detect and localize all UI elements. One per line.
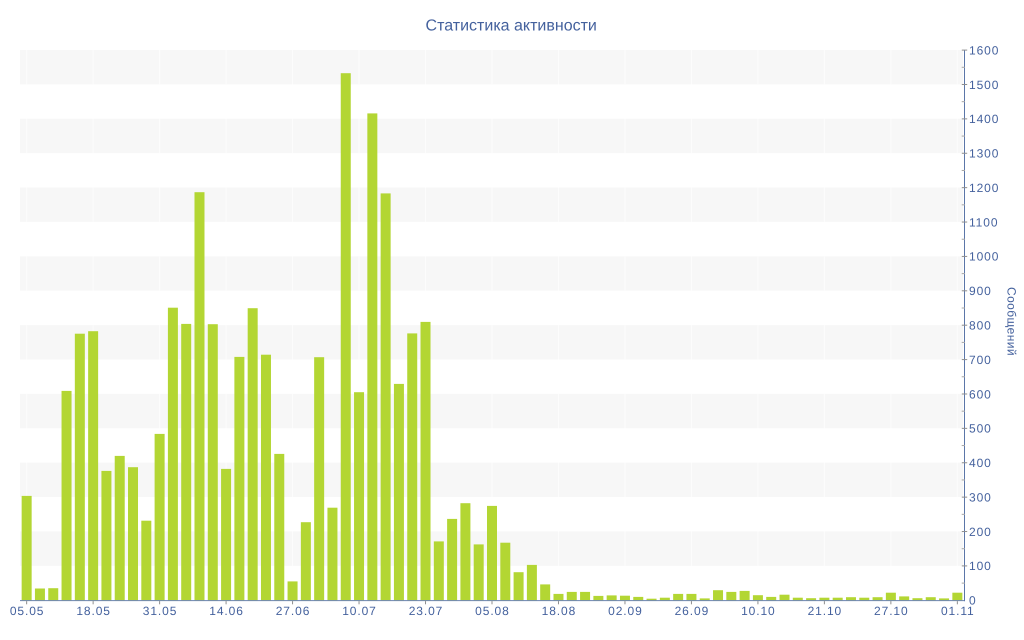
- svg-text:27.06: 27.06: [276, 604, 311, 618]
- svg-text:05.08: 05.08: [475, 604, 510, 618]
- svg-text:27.10: 27.10: [874, 604, 909, 618]
- svg-text:10.10: 10.10: [741, 604, 776, 618]
- svg-text:14.06: 14.06: [209, 604, 244, 618]
- svg-text:Сообщений: Сообщений: [1004, 287, 1018, 356]
- svg-text:18.08: 18.08: [542, 604, 577, 618]
- svg-text:18.05: 18.05: [76, 604, 111, 618]
- svg-text:1600: 1600: [969, 43, 999, 57]
- svg-text:02.09: 02.09: [608, 604, 643, 618]
- svg-text:1200: 1200: [969, 181, 999, 195]
- svg-text:1500: 1500: [969, 78, 999, 92]
- svg-text:1000: 1000: [969, 250, 999, 264]
- svg-text:900: 900: [969, 284, 992, 298]
- svg-text:400: 400: [969, 456, 992, 470]
- svg-text:500: 500: [969, 422, 992, 436]
- svg-text:1100: 1100: [969, 215, 998, 229]
- svg-text:01.11: 01.11: [941, 604, 975, 618]
- svg-text:21.10: 21.10: [808, 604, 843, 618]
- svg-text:23.07: 23.07: [409, 604, 444, 618]
- svg-text:05.05: 05.05: [10, 604, 45, 618]
- svg-text:100: 100: [969, 559, 992, 573]
- svg-text:26.09: 26.09: [675, 604, 710, 618]
- svg-text:1400: 1400: [969, 112, 999, 126]
- svg-text:31.05: 31.05: [143, 604, 178, 618]
- svg-text:700: 700: [969, 353, 992, 367]
- svg-text:600: 600: [969, 387, 992, 401]
- svg-text:Статистика активности: Статистика активности: [426, 18, 597, 35]
- svg-text:0: 0: [969, 594, 977, 608]
- svg-text:300: 300: [969, 490, 992, 504]
- svg-text:200: 200: [969, 525, 992, 539]
- svg-text:800: 800: [969, 319, 992, 333]
- svg-text:10.07: 10.07: [342, 604, 377, 618]
- svg-text:1300: 1300: [969, 147, 999, 161]
